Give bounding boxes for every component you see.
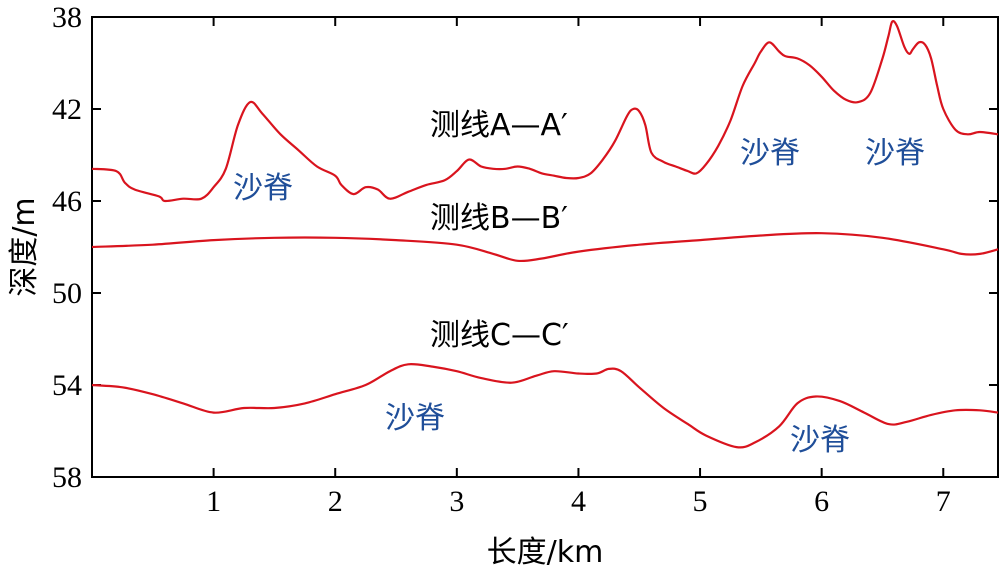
y-tick-label: 38 (52, 1, 82, 34)
series-line-b (91, 232, 999, 263)
series-group (91, 20, 999, 449)
x-tick-label: 4 (571, 485, 586, 518)
x-tick-label: 5 (693, 485, 708, 518)
annotation-ridge-5: 沙脊 (790, 423, 850, 458)
x-axis-title: 长度/km (487, 535, 604, 570)
y-tick-label: 46 (52, 185, 82, 218)
series-label-c: 测线C—C′ (430, 318, 569, 353)
annotation-ridge-2: 沙脊 (740, 136, 800, 171)
x-tick-label: 1 (206, 485, 221, 518)
x-tick-label: 2 (328, 485, 343, 518)
y-tick-label: 50 (52, 277, 82, 310)
series-label-b: 测线B—B′ (430, 201, 568, 236)
x-tick-label: 6 (814, 485, 829, 518)
y-tick-label: 58 (52, 461, 82, 494)
plot-frame (91, 16, 999, 478)
x-tick-label: 7 (936, 485, 951, 518)
y-axis-title: 深度/m (7, 197, 42, 296)
y-tick-label: 54 (52, 369, 82, 402)
annotation-ridge-3: 沙脊 (865, 136, 925, 171)
annotation-ridge-4: 沙脊 (385, 401, 445, 436)
annotation-ridge-1: 沙脊 (233, 171, 293, 206)
y-tick-label: 42 (52, 93, 82, 126)
x-tick-label: 3 (449, 485, 464, 518)
series-line-c (91, 363, 999, 449)
series-line-a (91, 20, 999, 203)
series-label-a: 测线A—A′ (430, 108, 568, 143)
axis-ticks: 1 2 3 4 5 6 7 38 42 46 50 54 58 (52, 1, 998, 518)
